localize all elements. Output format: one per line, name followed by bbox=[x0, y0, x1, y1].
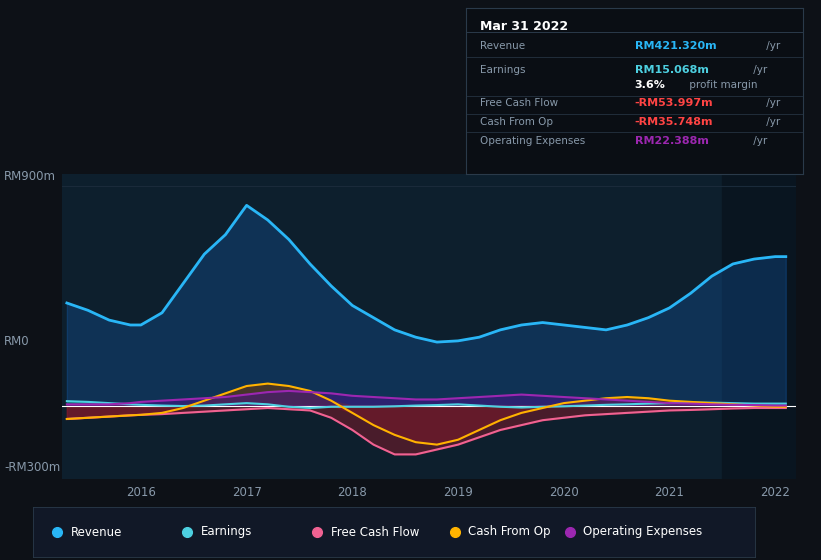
Text: /yr: /yr bbox=[763, 41, 780, 52]
Text: Earnings: Earnings bbox=[200, 525, 252, 539]
Text: Earnings: Earnings bbox=[479, 64, 525, 74]
Text: RM421.320m: RM421.320m bbox=[635, 41, 716, 52]
Text: /yr: /yr bbox=[763, 116, 780, 127]
Text: -RM53.997m: -RM53.997m bbox=[635, 99, 713, 109]
Bar bbox=[722, 174, 807, 479]
Text: RM22.388m: RM22.388m bbox=[635, 136, 709, 146]
Text: -RM300m: -RM300m bbox=[4, 461, 61, 474]
Text: 3.6%: 3.6% bbox=[635, 80, 666, 90]
Text: /yr: /yr bbox=[750, 136, 767, 146]
Text: profit margin: profit margin bbox=[686, 80, 757, 90]
Text: RM0: RM0 bbox=[4, 335, 30, 348]
Text: Mar 31 2022: Mar 31 2022 bbox=[479, 20, 568, 33]
Text: Revenue: Revenue bbox=[71, 525, 122, 539]
Text: Revenue: Revenue bbox=[479, 41, 525, 52]
Text: Operating Expenses: Operating Expenses bbox=[584, 525, 703, 539]
Text: Cash From Op: Cash From Op bbox=[468, 525, 550, 539]
Text: Free Cash Flow: Free Cash Flow bbox=[479, 99, 558, 109]
Text: RM15.068m: RM15.068m bbox=[635, 64, 709, 74]
Text: Cash From Op: Cash From Op bbox=[479, 116, 553, 127]
Text: /yr: /yr bbox=[750, 64, 767, 74]
Text: /yr: /yr bbox=[763, 99, 780, 109]
Text: RM900m: RM900m bbox=[4, 170, 56, 183]
Text: Free Cash Flow: Free Cash Flow bbox=[331, 525, 419, 539]
Text: -RM35.748m: -RM35.748m bbox=[635, 116, 713, 127]
Text: Operating Expenses: Operating Expenses bbox=[479, 136, 585, 146]
